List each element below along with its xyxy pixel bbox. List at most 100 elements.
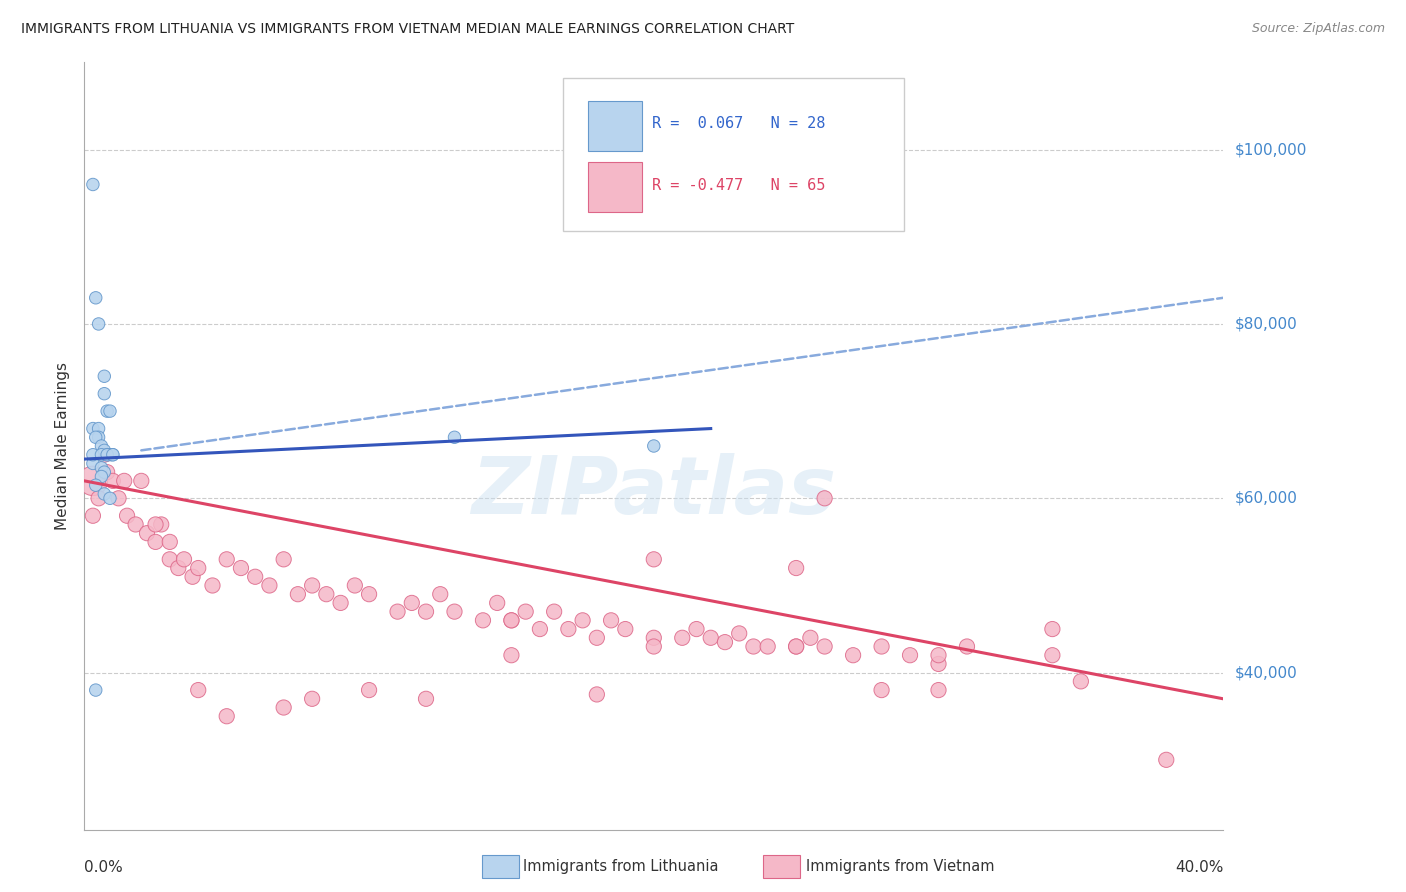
Point [643, 552, 665, 566]
Point [501, 648, 523, 663]
Point [84, 291, 107, 305]
Point [273, 700, 295, 714]
Point [343, 578, 366, 592]
Point [98, 448, 121, 462]
Point [259, 578, 281, 592]
Point [928, 683, 950, 698]
Point [870, 683, 893, 698]
Point [90, 448, 112, 462]
Point [96, 448, 118, 462]
Point [728, 626, 751, 640]
Point [93, 448, 115, 462]
Point [181, 570, 204, 584]
Point [429, 587, 451, 601]
Point [229, 561, 252, 575]
Text: Source: ZipAtlas.com: Source: ZipAtlas.com [1251, 22, 1385, 36]
Point [84, 430, 107, 444]
Point [82, 178, 104, 192]
Point [543, 605, 565, 619]
Point [785, 640, 807, 654]
Point [82, 448, 104, 462]
Point [756, 640, 779, 654]
Point [1042, 648, 1064, 663]
Point [387, 605, 409, 619]
Point [501, 613, 523, 627]
Point [93, 487, 115, 501]
Point [273, 552, 295, 566]
FancyBboxPatch shape [562, 78, 904, 231]
Text: $80,000: $80,000 [1234, 317, 1298, 332]
Text: $100,000: $100,000 [1234, 142, 1306, 157]
Point [301, 578, 323, 592]
Point [501, 613, 523, 627]
Text: 40.0%: 40.0% [1175, 860, 1223, 875]
Text: IMMIGRANTS FROM LITHUANIA VS IMMIGRANTS FROM VIETNAM MEDIAN MALE EARNINGS CORREL: IMMIGRANTS FROM LITHUANIA VS IMMIGRANTS … [21, 22, 794, 37]
Point [685, 622, 707, 636]
Point [928, 657, 950, 671]
Point [700, 631, 723, 645]
Point [486, 596, 509, 610]
Point [586, 688, 609, 702]
Text: R = -0.477   N = 65: R = -0.477 N = 65 [651, 178, 825, 193]
Point [96, 448, 118, 462]
Text: R =  0.067   N = 28: R = 0.067 N = 28 [651, 116, 825, 131]
Point [785, 640, 807, 654]
Point [928, 648, 950, 663]
Point [87, 421, 110, 435]
Point [187, 683, 209, 698]
Point [82, 474, 104, 488]
Text: 0.0%: 0.0% [84, 860, 124, 875]
Text: Immigrants from Lithuania: Immigrants from Lithuania [523, 859, 718, 873]
Point [87, 491, 110, 506]
Point [472, 613, 495, 627]
Point [112, 474, 135, 488]
Point [87, 430, 110, 444]
Point [93, 465, 115, 479]
Point [82, 421, 104, 435]
Point [136, 526, 159, 541]
Text: Immigrants from Vietnam: Immigrants from Vietnam [806, 859, 994, 873]
Point [415, 691, 437, 706]
Point [557, 622, 579, 636]
Point [90, 469, 112, 483]
Point [529, 622, 551, 636]
Point [90, 460, 112, 475]
Point [115, 508, 138, 523]
Point [799, 631, 821, 645]
Point [93, 369, 115, 384]
Point [1070, 674, 1092, 689]
Point [329, 596, 352, 610]
Point [245, 570, 267, 584]
Point [714, 635, 737, 649]
Point [84, 683, 107, 698]
Point [167, 561, 190, 575]
Point [643, 631, 665, 645]
Point [82, 457, 104, 471]
Point [614, 622, 637, 636]
Point [315, 587, 337, 601]
Point [401, 596, 423, 610]
Point [515, 605, 537, 619]
Point [145, 534, 167, 549]
Point [96, 465, 118, 479]
Point [159, 552, 181, 566]
Point [600, 613, 623, 627]
Point [671, 631, 693, 645]
Text: $40,000: $40,000 [1234, 665, 1298, 680]
Point [124, 517, 146, 532]
Point [201, 578, 224, 592]
Point [93, 386, 115, 401]
Point [359, 587, 381, 601]
Point [956, 640, 979, 654]
Point [101, 448, 124, 462]
Point [443, 430, 465, 444]
Point [742, 640, 765, 654]
Point [101, 448, 124, 462]
Point [898, 648, 921, 663]
Point [93, 443, 115, 458]
Point [90, 439, 112, 453]
Point [131, 474, 153, 488]
Point [643, 640, 665, 654]
Y-axis label: Median Male Earnings: Median Male Earnings [55, 362, 70, 530]
Point [145, 517, 167, 532]
